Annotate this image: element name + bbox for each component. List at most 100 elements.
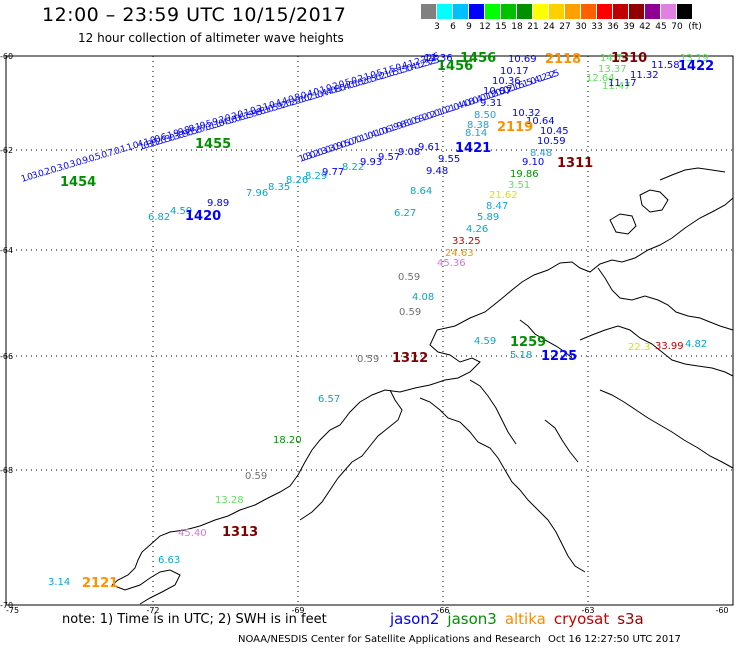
legend-tick-label: 70: [671, 22, 683, 32]
legend-swatch: [597, 4, 613, 19]
legend-tick-label: 27: [559, 22, 571, 32]
wave-height-reading: 24.63: [445, 248, 474, 259]
wave-height-reading: 13.19: [680, 53, 709, 64]
color-scale-legend: [421, 4, 693, 19]
wave-height-reading: 10.32: [512, 108, 541, 119]
satellite-legend: jason2 jason3 altika cryosat s3a: [390, 610, 652, 628]
page-subtitle: 12 hour collection of altimeter wave hei…: [78, 31, 344, 45]
legend-swatch: [613, 4, 629, 19]
wave-height-reading: 8.29: [305, 171, 327, 182]
wave-height-reading: 0.59: [357, 354, 379, 365]
legend-tick-label: 39: [623, 22, 635, 32]
wave-height-reading: 12.64: [586, 73, 615, 84]
longitude-label: -69: [291, 606, 304, 615]
satellite-legend-s3a: s3a: [617, 610, 644, 628]
wave-height-reading: 21.62: [489, 190, 518, 201]
latitude-label: -68: [0, 466, 13, 475]
legend-tick-label: 36: [607, 22, 619, 32]
legend-tick-label: 42: [639, 22, 651, 32]
wave-height-reading: 13.28: [215, 495, 244, 506]
satellite-legend-cryosat: cryosat: [553, 610, 610, 628]
pass-number-label: 1310: [611, 51, 647, 66]
legend-tick-label: 24: [543, 22, 555, 32]
wave-height-reading: 4.59: [170, 206, 192, 217]
wave-height-reading: 8.48: [530, 148, 552, 159]
wave-height-reading: 8.14: [465, 128, 487, 139]
wave-height-reading: 11.17: [608, 78, 637, 89]
pass-number-label: 1311: [557, 156, 593, 171]
legend-swatch: [485, 4, 501, 19]
pass-number-label: 1455: [195, 137, 231, 152]
wave-height-reading: 10.59: [537, 136, 566, 147]
longitude-label: -72: [146, 606, 159, 615]
legend-swatch: [645, 4, 661, 19]
legend-tick-label: 30: [575, 22, 587, 32]
legend-swatch: [501, 4, 517, 19]
legend-swatch: [629, 4, 645, 19]
wave-height-reading: 45.36: [437, 258, 466, 269]
legend-tick-label: 12: [479, 22, 491, 32]
legend-swatch: [533, 4, 549, 19]
wave-height-reading: 33.25: [452, 236, 481, 247]
wave-height-reading: 5.18: [510, 350, 532, 361]
legend-tick-label: 9: [466, 22, 472, 32]
wave-height-reading: 8.38: [467, 120, 489, 131]
latitude-label: -70: [0, 601, 13, 610]
wave-height-reading: 19.86: [510, 169, 539, 180]
wave-height-reading: 9.61: [418, 142, 440, 153]
pass-number-label: 1421: [455, 141, 491, 156]
pass-number-label: 1456: [437, 59, 473, 74]
satellite-legend-jason2: jason2: [390, 610, 440, 628]
wave-height-reading: 10.69: [508, 54, 537, 65]
legend-swatch: [437, 4, 453, 19]
wave-height-reading: 33.99: [655, 341, 684, 352]
wave-height-reading: 6.82: [148, 212, 170, 223]
wave-height-reading: 4.59: [474, 336, 496, 347]
legend-swatch: [469, 4, 485, 19]
wave-height-reading: 45.40: [178, 528, 207, 539]
longitude-label: -63: [581, 606, 594, 615]
wave-height-reading: 10.17: [500, 66, 529, 77]
wave-height-reading: 10.36: [492, 76, 521, 87]
wave-height-reading: 4.82: [685, 339, 707, 350]
pass-number-label: 2118: [545, 52, 581, 67]
wave-height-reading: 6.63: [158, 555, 180, 566]
wave-height-reading: 9.89: [207, 198, 229, 209]
legend-tick-label: 33: [591, 22, 603, 32]
wave-height-reading: 13.37: [598, 64, 627, 75]
wave-height-reading: 9.77: [322, 167, 344, 178]
wave-height-reading: 8.50: [474, 110, 496, 121]
wave-height-reading: 9.93: [360, 157, 382, 168]
wave-height-readings: 0.59 0.59 0.59 0.59 4.08 6.27 8.64 9.489.55 6.82…: [48, 53, 709, 588]
wave-height-reading: 8.35: [268, 182, 290, 193]
pass-number-label: 1454: [60, 175, 96, 190]
legend-swatch: [549, 4, 565, 19]
wave-height-reading: 0.59: [245, 471, 267, 482]
pass-number-label: 1422: [678, 59, 714, 74]
legend-swatch: [565, 4, 581, 19]
wave-height-reading: 8.47: [486, 201, 508, 212]
wave-height-reading: 18.20: [273, 435, 302, 446]
map-axis-labels: -60 -62 -64 -66 -68 -70-75 -72 -69 -66 -63 -60: [0, 52, 729, 615]
coastline: [111, 167, 734, 605]
pass-number-label: 1456: [460, 51, 496, 66]
wave-height-reading: 11.58: [651, 60, 680, 71]
latitude-label: -64: [0, 246, 13, 255]
latitude-label: -60: [0, 52, 13, 61]
pass-number-label: 1259: [510, 335, 546, 350]
wave-height-reading: 9.31: [480, 98, 502, 109]
wave-height-reading: 5.89: [477, 212, 499, 223]
wave-height-reading: 10.45: [540, 126, 569, 137]
pass-number-label: 1420: [185, 209, 221, 224]
wave-height-reading: 3.51: [508, 180, 530, 191]
longitude-label: -75: [6, 606, 19, 615]
pass-number-label: 1225: [541, 349, 577, 364]
wave-height-reading: 11.32: [630, 70, 659, 81]
legend-swatch: [453, 4, 469, 19]
generation-timestamp: Oct 16 12:27:50 UTC 2017: [548, 634, 681, 645]
legend-tick-label: (ft): [688, 22, 702, 32]
map-frame: [5, 55, 734, 606]
legend-swatch: [581, 4, 597, 19]
latitude-label: -66: [0, 352, 13, 361]
latitude-label: -62: [0, 146, 13, 155]
